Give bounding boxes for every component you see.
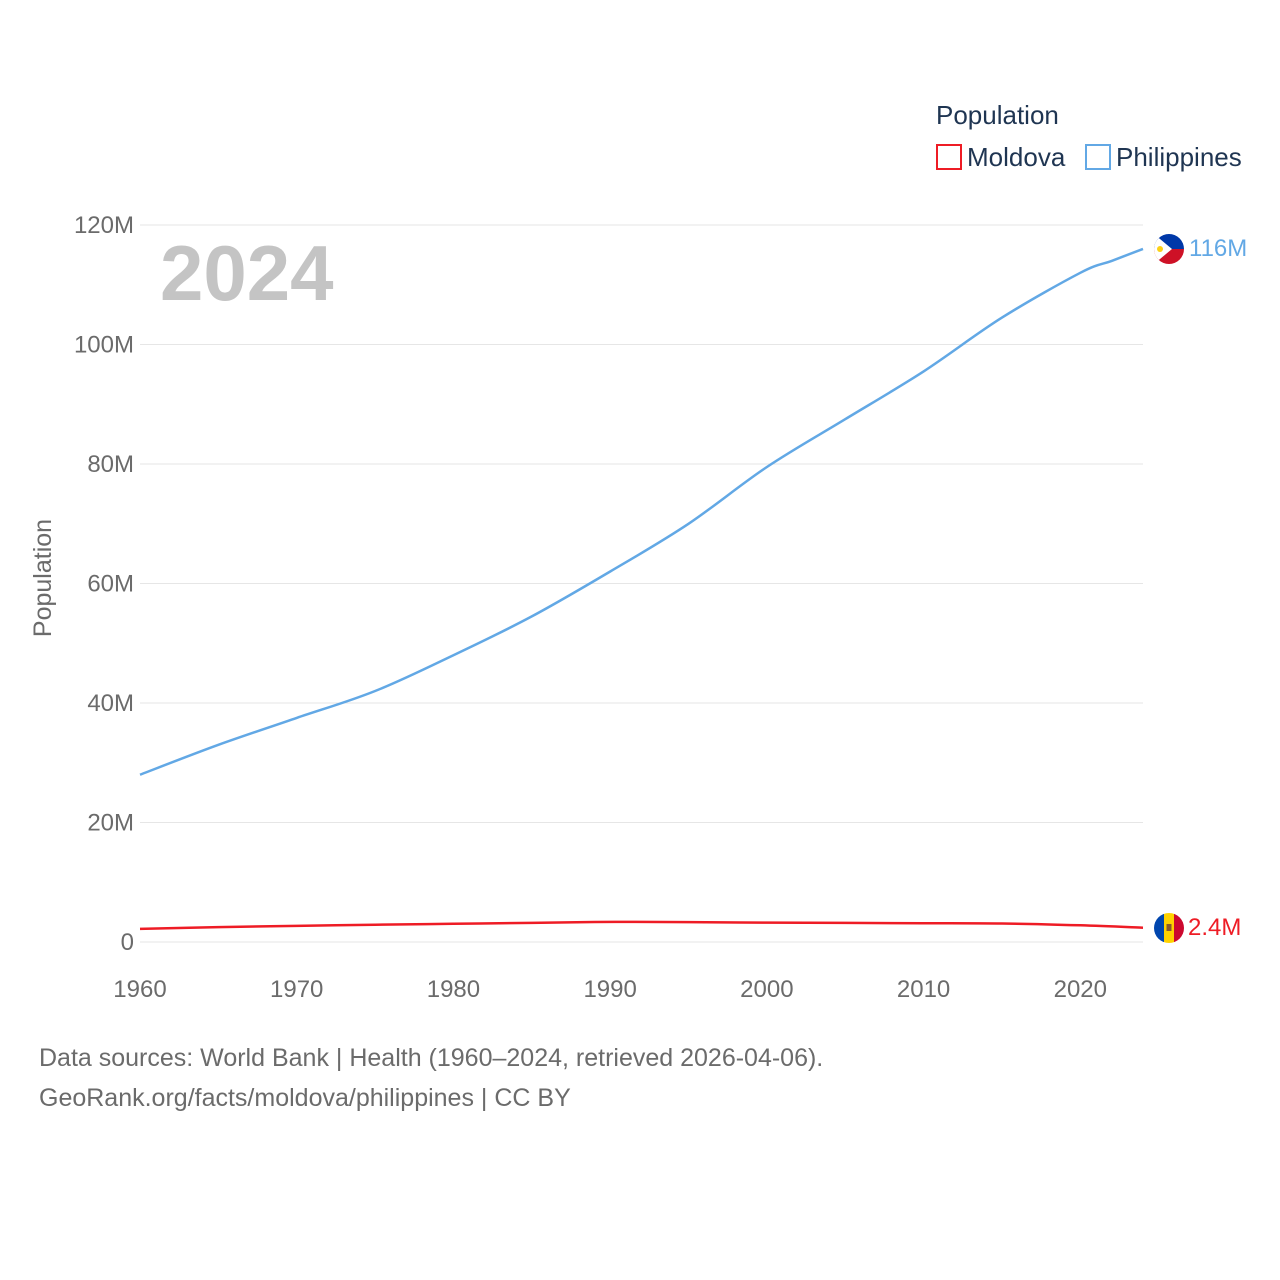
- y-axis-label: Population: [29, 519, 57, 637]
- x-tick-label: 2000: [740, 976, 793, 1003]
- x-tick-label: 1980: [427, 976, 480, 1003]
- legend-label-philippines[interactable]: Philippines: [1116, 142, 1242, 172]
- moldova-flag-icon: [1154, 913, 1184, 943]
- series-line-moldova[interactable]: [139, 920, 1144, 931]
- footer-source-link[interactable]: GeoRank.org/facts/moldova/philippines | …: [39, 1084, 571, 1112]
- y-tick-label: 20M: [87, 810, 134, 837]
- x-tick-label: 1960: [113, 976, 166, 1003]
- legend-label-moldova[interactable]: Moldova: [967, 142, 1066, 172]
- x-axis-ticks: 1960 1970 1980 1990 2000 2010 2020: [113, 976, 1107, 1003]
- year-overlay: 2024: [160, 229, 334, 317]
- y-tick-label: 60M: [87, 571, 134, 598]
- legend-swatch-moldova[interactable]: [936, 144, 962, 170]
- series-layer: [139, 247, 1144, 931]
- y-tick-label: 80M: [87, 451, 134, 478]
- x-tick-label: 2020: [1054, 976, 1107, 1003]
- x-tick-label: 1990: [583, 976, 636, 1003]
- y-tick-label: 120M: [74, 212, 134, 239]
- y-tick-label: 40M: [87, 690, 134, 717]
- y-tick-label: 100M: [74, 332, 134, 359]
- footer-data-sources: Data sources: World Bank | Health (1960–…: [39, 1044, 824, 1072]
- y-tick-label: 0: [121, 929, 134, 956]
- x-tick-label: 1970: [270, 976, 323, 1003]
- moldova-end-label: 2.4M: [1188, 914, 1241, 941]
- philippines-end-label: 116M: [1189, 235, 1247, 262]
- philippines-flag-icon: [1154, 234, 1184, 264]
- legend: Population Moldova Philippines: [936, 100, 1242, 172]
- grid-layer: [140, 224, 1143, 943]
- x-tick-label: 2010: [897, 976, 950, 1003]
- y-axis-ticks: 0 20M 40M 60M 80M 100M 120M: [74, 212, 134, 956]
- series-line-philippines[interactable]: [139, 247, 1144, 776]
- legend-title: Population: [936, 100, 1059, 130]
- legend-swatch-philippines[interactable]: [1085, 144, 1111, 170]
